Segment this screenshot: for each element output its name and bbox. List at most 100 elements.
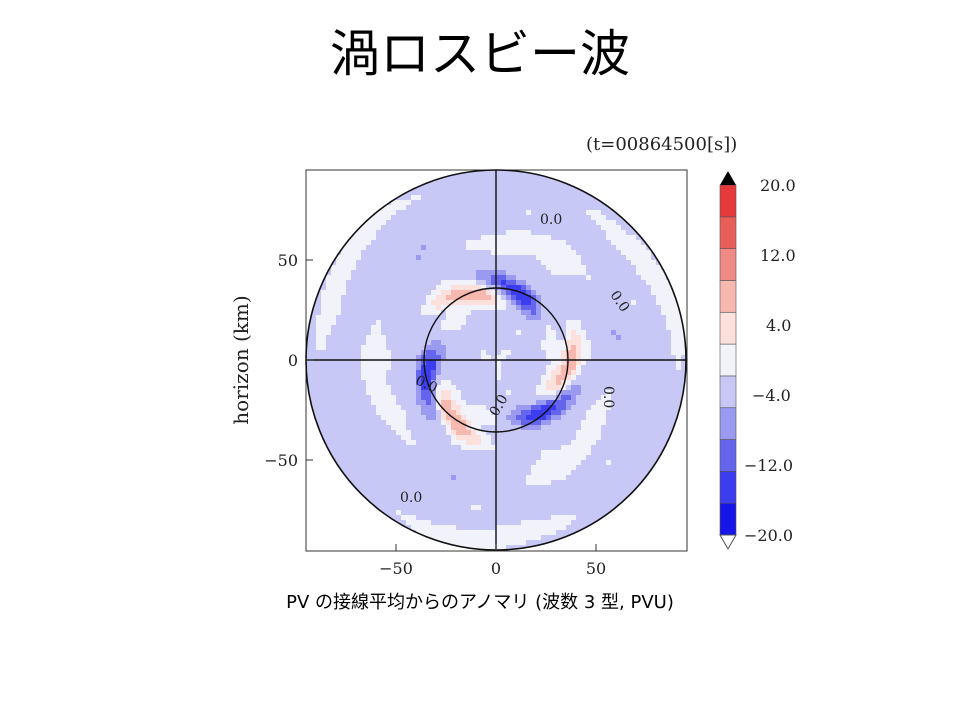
field-cell bbox=[461, 375, 467, 381]
field-cell bbox=[336, 325, 342, 331]
field-cell bbox=[386, 295, 392, 301]
field-cell bbox=[421, 275, 427, 281]
field-cell bbox=[351, 265, 357, 271]
field-cell bbox=[611, 455, 617, 461]
field-cell bbox=[396, 505, 402, 511]
field-cell bbox=[326, 290, 332, 296]
field-cell bbox=[506, 515, 512, 521]
field-cell bbox=[526, 350, 532, 356]
field-cell bbox=[506, 430, 512, 436]
field-cell bbox=[426, 215, 432, 221]
field-cell bbox=[446, 400, 452, 406]
field-cell bbox=[356, 300, 362, 306]
field-cell bbox=[391, 310, 397, 316]
field-cell bbox=[566, 360, 572, 366]
field-cell bbox=[386, 420, 392, 426]
field-cell bbox=[516, 505, 522, 511]
field-cell bbox=[401, 365, 407, 371]
field-cell bbox=[386, 270, 392, 276]
field-cell bbox=[446, 515, 452, 521]
field-cell bbox=[596, 500, 602, 506]
field-cell bbox=[391, 410, 397, 416]
field-cell bbox=[496, 255, 502, 261]
field-cell bbox=[641, 430, 647, 436]
field-cell bbox=[571, 435, 577, 441]
field-cell bbox=[571, 260, 577, 266]
field-cell bbox=[541, 365, 547, 371]
field-cell bbox=[336, 380, 342, 386]
field-cell bbox=[611, 425, 617, 431]
field-cell bbox=[641, 405, 647, 411]
field-cell bbox=[496, 315, 502, 321]
field-cell bbox=[561, 500, 567, 506]
field-cell bbox=[356, 345, 362, 351]
field-cell bbox=[416, 315, 422, 321]
field-cell bbox=[506, 195, 512, 201]
field-cell bbox=[456, 435, 462, 441]
field-cell bbox=[436, 420, 442, 426]
field-cell bbox=[471, 205, 477, 211]
field-cell bbox=[441, 310, 447, 316]
field-cell bbox=[561, 330, 567, 336]
field-cell bbox=[611, 400, 617, 406]
field-cell bbox=[416, 480, 422, 486]
field-cell bbox=[611, 465, 617, 471]
field-cell bbox=[526, 505, 532, 511]
field-cell bbox=[466, 540, 472, 546]
field-cell bbox=[406, 215, 412, 221]
field-cell bbox=[671, 315, 677, 321]
field-cell bbox=[406, 415, 412, 421]
field-cell bbox=[526, 455, 532, 461]
field-cell bbox=[366, 410, 372, 416]
field-cell bbox=[451, 495, 457, 501]
field-cell bbox=[396, 420, 402, 426]
field-cell bbox=[651, 260, 657, 266]
field-cell bbox=[596, 285, 602, 291]
field-cell bbox=[436, 455, 442, 461]
field-cell bbox=[386, 405, 392, 411]
field-cell bbox=[376, 355, 382, 361]
field-cell bbox=[491, 455, 497, 461]
field-cell bbox=[516, 245, 522, 251]
field-cell bbox=[586, 330, 592, 336]
field-cell bbox=[526, 310, 532, 316]
field-cell bbox=[386, 315, 392, 321]
field-cell bbox=[366, 440, 372, 446]
field-cell bbox=[601, 280, 607, 286]
field-cell bbox=[471, 545, 477, 550]
field-cell bbox=[556, 455, 562, 461]
field-cell bbox=[451, 225, 457, 231]
field-cell bbox=[426, 495, 432, 501]
field-cell bbox=[541, 340, 547, 346]
field-cell bbox=[331, 325, 337, 331]
field-cell bbox=[546, 515, 552, 521]
field-cell bbox=[371, 440, 377, 446]
field-cell bbox=[506, 405, 512, 411]
field-cell bbox=[586, 500, 592, 506]
field-cell bbox=[406, 350, 412, 356]
field-cell bbox=[671, 340, 677, 346]
x-tick-label: −50 bbox=[379, 559, 413, 578]
field-cell bbox=[461, 380, 467, 386]
field-cell bbox=[591, 325, 597, 331]
field-cell bbox=[496, 360, 502, 366]
field-cell bbox=[496, 465, 502, 471]
field-cell bbox=[461, 310, 467, 316]
field-cell bbox=[396, 430, 402, 436]
field-cell bbox=[596, 370, 602, 376]
field-cell bbox=[521, 450, 527, 456]
field-cell bbox=[376, 380, 382, 386]
field-cell bbox=[431, 410, 437, 416]
field-cell bbox=[626, 365, 632, 371]
field-cell bbox=[406, 520, 412, 526]
field-cell bbox=[626, 225, 632, 231]
field-cell bbox=[536, 470, 542, 476]
field-cell bbox=[536, 290, 542, 296]
field-cell bbox=[646, 340, 652, 346]
field-cell bbox=[601, 245, 607, 251]
field-cell bbox=[351, 420, 357, 426]
field-cell bbox=[481, 360, 487, 366]
field-cell bbox=[456, 490, 462, 496]
field-cell bbox=[346, 460, 352, 466]
field-cell bbox=[356, 315, 362, 321]
